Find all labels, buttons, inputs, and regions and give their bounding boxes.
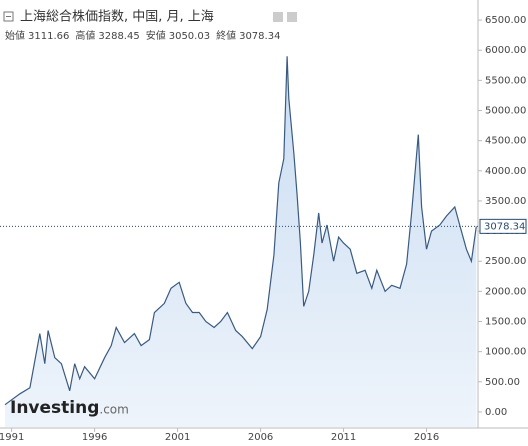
settings-icon[interactable] [273, 12, 283, 22]
area [4, 56, 477, 428]
ohlc-label: 始値 [5, 29, 25, 42]
y-tick-label: 1000.00 [485, 347, 526, 358]
x-tick-label: 1996 [82, 432, 107, 443]
collapse-icon[interactable] [3, 11, 14, 22]
ohlc-value: 3111.66 [28, 31, 69, 42]
x-tick-label: 2006 [248, 432, 273, 443]
x-tick-label: 2016 [414, 432, 439, 443]
y-tick-label: 5000.00 [485, 106, 526, 117]
y-tick-label: 500.00 [485, 377, 520, 388]
y-tick-label: 2500.00 [485, 256, 526, 267]
y-tick-label: 3500.00 [485, 196, 526, 207]
ohlc-label: 終値 [216, 29, 236, 42]
y-tick-label: 4000.00 [485, 166, 526, 177]
ohlc-value: 3078.34 [239, 31, 280, 42]
watermark: Investing [10, 398, 99, 418]
x-tick-label: 2001 [165, 432, 190, 443]
y-tick-label: 4500.00 [485, 136, 526, 147]
y-tick-label: 6000.00 [485, 45, 526, 56]
y-tick-label: 1500.00 [485, 317, 526, 328]
y-tick-label: 5500.00 [485, 75, 526, 86]
y-tick-label: 2000.00 [485, 286, 526, 297]
ohlc-label: 高値 [75, 29, 95, 42]
ohlc-value: 3050.03 [169, 31, 210, 42]
y-tick-label: 0.00 [485, 407, 507, 418]
x-tick-label: 2011 [331, 432, 356, 443]
last-price-label: 3078.34 [484, 221, 525, 232]
x-tick-label: 1991 [0, 432, 24, 443]
ohlc-label: 安値 [146, 29, 166, 42]
last-price-box [479, 218, 527, 234]
close-icon[interactable] [287, 12, 297, 22]
watermark-suffix: .com [99, 403, 128, 417]
line [4, 56, 477, 406]
ohlc-value: 3288.45 [98, 31, 139, 42]
y-tick-label: 6500.00 [485, 15, 526, 26]
chart-title: 上海総合株価指数, 中国, 月, 上海 [20, 10, 214, 25]
